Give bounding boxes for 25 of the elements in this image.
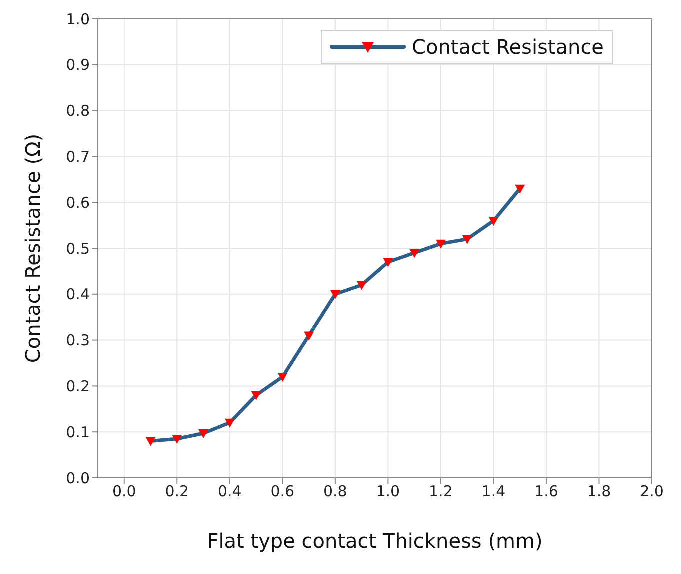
y-tick-label: 1.0 (66, 10, 90, 28)
y-tick-label: 0.6 (66, 194, 90, 212)
y-axis-title: Contact Resistance (Ω) (21, 134, 46, 364)
x-tick-label: 0.8 (324, 482, 348, 501)
x-tick-label: 0.4 (218, 482, 242, 501)
y-tick-label: 0.9 (66, 56, 90, 74)
y-tick-label: 0.5 (66, 240, 90, 258)
x-tick-label: 0.2 (165, 482, 190, 501)
x-tick-label: 0.6 (270, 482, 295, 501)
x-tick-label: 1.8 (587, 482, 612, 501)
y-tick-label: 0.8 (66, 102, 90, 120)
y-tick-label: 0.2 (66, 378, 90, 396)
x-tick-label: 1.6 (534, 482, 558, 501)
y-tick-label: 0.0 (66, 469, 90, 488)
y-tick-label: 0.7 (66, 148, 90, 166)
y-tick-label: 0.3 (66, 332, 90, 350)
x-tick-label: 0.0 (112, 482, 136, 501)
y-tick-label: 0.1 (66, 423, 90, 442)
x-tick-label: 1.4 (482, 482, 506, 501)
legend-label: Contact Resistance (412, 35, 604, 59)
y-tick-label: 0.4 (66, 286, 90, 304)
x-tick-label: 2.0 (640, 482, 664, 501)
x-tick-label: 1.2 (429, 482, 453, 501)
x-tick-label: 1.0 (376, 482, 400, 501)
x-axis-title: Flat type contact Thickness (mm) (207, 529, 543, 553)
